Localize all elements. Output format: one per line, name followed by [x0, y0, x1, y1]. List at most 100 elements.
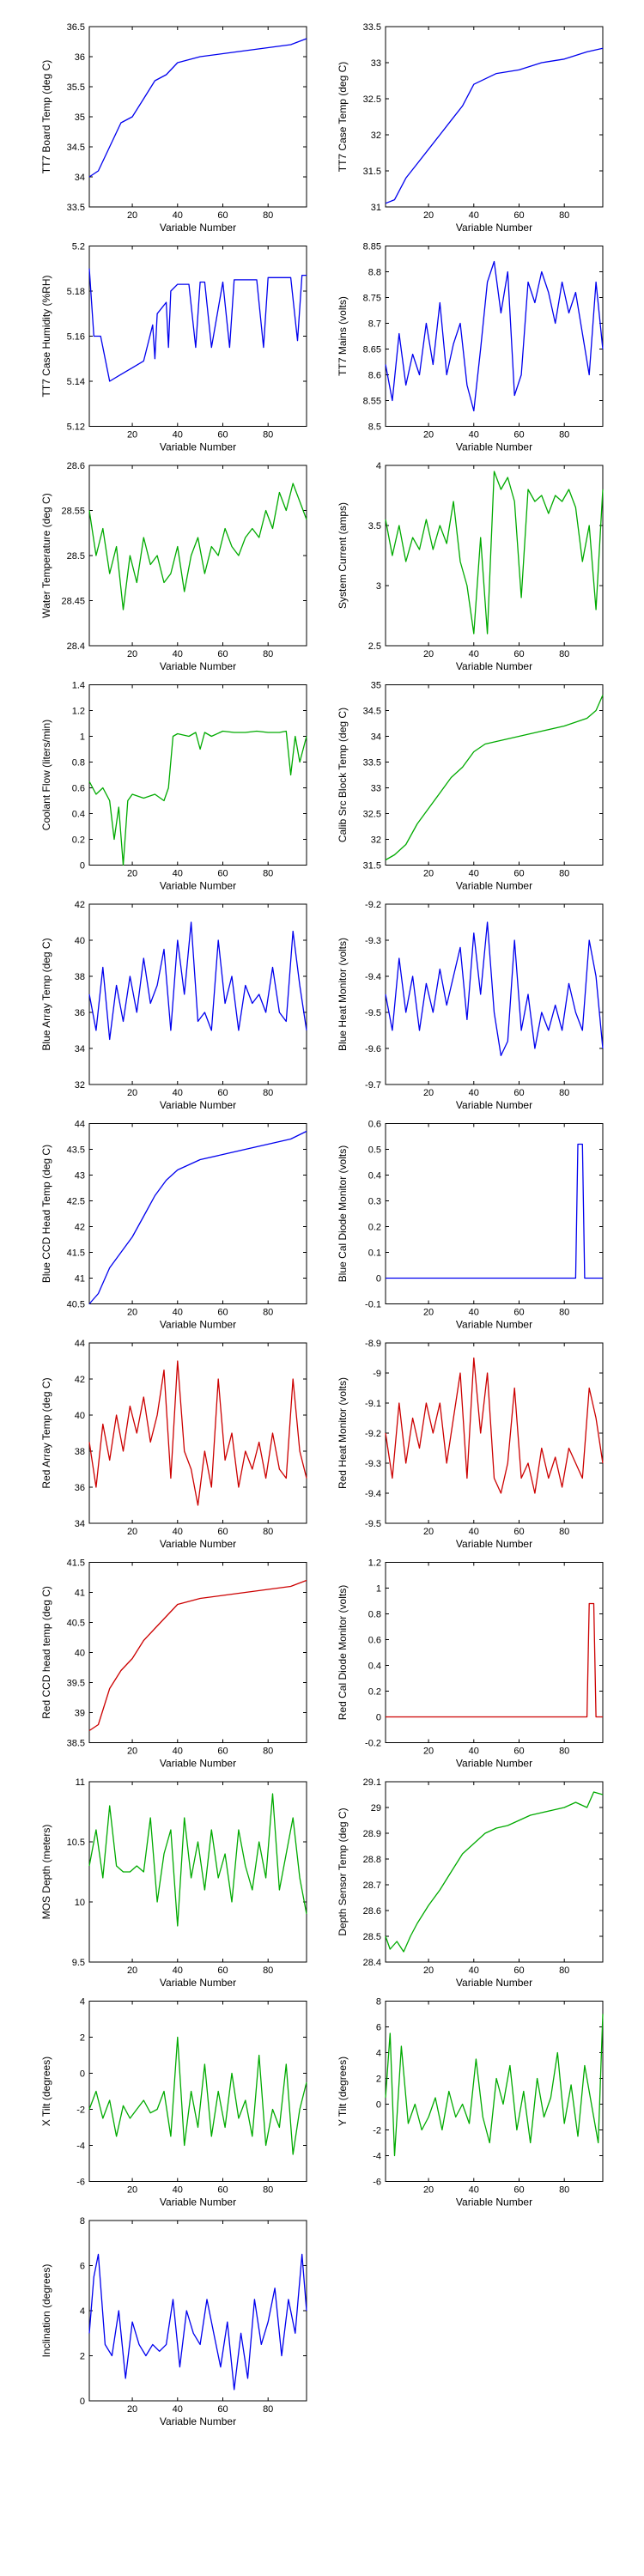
x-axis-label: Variable Number: [160, 1977, 236, 1989]
y-tick-label: 34: [75, 173, 85, 183]
y-tick-label: 38.5: [67, 1739, 85, 1749]
x-tick-label: 40: [469, 649, 479, 659]
x-tick-label: 20: [127, 1088, 137, 1098]
x-tick-label: 20: [423, 2185, 434, 2196]
x-tick-label: 20: [423, 210, 434, 221]
axes-box: [385, 684, 604, 866]
axes-box: [385, 246, 604, 427]
x-tick-label: 80: [559, 649, 569, 659]
x-axis-label: Variable Number: [160, 2415, 236, 2427]
series-line: [88, 921, 307, 1041]
x-axis-label: Variable Number: [160, 2196, 236, 2208]
x-tick-label: 60: [513, 1965, 524, 1976]
y-tick-label: -9.4: [365, 972, 381, 982]
y-tick-label: -2: [373, 2126, 381, 2136]
axes-box: [385, 903, 604, 1085]
y-tick-label: -9.1: [365, 1399, 381, 1409]
y-tick-label: 0.4: [368, 1171, 381, 1182]
x-tick-label: 40: [173, 2185, 183, 2196]
axes-box: [88, 1123, 307, 1304]
x-axis-label: Variable Number: [160, 222, 236, 234]
x-tick-label: 60: [217, 869, 228, 879]
y-tick-label: 41: [75, 1589, 85, 1599]
series-line: [385, 260, 604, 412]
y-tick-label: 42: [75, 1375, 85, 1385]
x-tick-label: 80: [263, 2404, 273, 2415]
x-tick-label: 80: [559, 1308, 569, 1318]
y-tick-label: 2: [80, 2033, 85, 2044]
y-tick-label: 32: [371, 131, 381, 141]
x-tick-label: 40: [173, 1965, 183, 1976]
x-tick-label: 40: [173, 430, 183, 440]
series-line: [88, 2253, 307, 2391]
x-axis-label: Variable Number: [456, 660, 532, 672]
subplot: 20 40 60 80 0 0.2 0.4 0.6 0.8 1 1.2 1.4 Variable Num…: [40, 681, 307, 892]
x-tick-label: 60: [217, 430, 228, 440]
x-tick-label: 40: [469, 1308, 479, 1318]
x-tick-label: 20: [423, 649, 434, 659]
x-tick-label: 40: [469, 1527, 479, 1537]
y-tick-label: -2: [76, 2105, 85, 2116]
x-axis-label: Variable Number: [160, 1319, 236, 1331]
subplot: 20 40 60 80 -9.7 -9.6 -9.5 -9.4 -9.3 -9.2 Variable…: [337, 900, 604, 1111]
y-tick-label: 8.85: [363, 242, 381, 252]
y-tick-label: 41.5: [67, 1249, 85, 1259]
y-tick-label: 10.5: [67, 1838, 85, 1848]
series-line: [385, 921, 604, 1057]
y-tick-label: 0.2: [368, 1223, 381, 1233]
x-tick-label: 60: [217, 210, 228, 221]
y-axis-label: Blue Heat Monitor (volts): [337, 938, 349, 1051]
y-tick-label: 38: [75, 1447, 85, 1457]
x-axis-label: Variable Number: [456, 1099, 532, 1111]
subplot: 20 40 60 80 32 34 36 38 40 42 Variable Number Blue …: [40, 900, 307, 1111]
y-tick-label: -9: [373, 1369, 381, 1379]
x-axis-label: Variable Number: [456, 222, 532, 234]
x-tick-label: 60: [513, 2185, 524, 2196]
x-tick-label: 20: [127, 649, 137, 659]
y-tick-label: 4: [376, 2049, 381, 2059]
y-tick-label: 1.2: [72, 707, 85, 717]
axes-box: [88, 26, 307, 208]
y-tick-label: -9.2: [365, 900, 381, 910]
y-tick-label: 28.4: [67, 641, 85, 652]
series-line: [386, 1143, 603, 1279]
subplot: 20 40 60 80 31.5 32 32.5 33 33.5 34 34.5 35 Variable…: [337, 681, 604, 892]
x-tick-label: 60: [217, 1747, 228, 1757]
x-tick-label: 80: [263, 649, 273, 659]
y-tick-label: 33: [371, 784, 381, 794]
subplot: 20 40 60 80 0 2 4 6 8 Variable Number Inclination …: [40, 2216, 307, 2427]
y-tick-label: 32.5: [363, 94, 381, 105]
y-axis-label: Blue CCD Head Temp (deg C): [40, 1145, 52, 1283]
x-axis-label: Variable Number: [160, 880, 236, 892]
x-axis-label: Variable Number: [160, 441, 236, 453]
x-axis-label: Variable Number: [160, 1538, 236, 1550]
y-axis-label: Inclination (degrees): [40, 2264, 52, 2358]
y-axis-label: Red Cal Diode Monitor (volts): [337, 1585, 349, 1720]
y-tick-label: 31.5: [363, 167, 381, 177]
x-tick-label: 40: [469, 2185, 479, 2196]
axes-box: [385, 465, 604, 647]
y-tick-label: -9.4: [365, 1489, 381, 1499]
x-tick-label: 20: [127, 2185, 137, 2196]
y-tick-label: 44: [75, 1120, 85, 1130]
x-tick-label: 60: [217, 1308, 228, 1318]
y-axis-label: TT7 Board Temp (deg C): [40, 60, 52, 174]
y-tick-label: 28.6: [363, 1906, 381, 1917]
subplot: 20 40 60 80 28.4 28.45 28.5 28.55 28.6 Variable N…: [40, 461, 307, 672]
y-tick-label: 34: [371, 732, 381, 743]
subplot: 20 40 60 80 9.5 10 10.5 11 Variable Number MOS De…: [40, 1777, 307, 1989]
subplot: 20 40 60 80 34 36 38 40 42 44 Variable Number Red A…: [40, 1339, 307, 1550]
y-tick-label: 43: [75, 1171, 85, 1182]
series-line: [385, 2014, 604, 2157]
y-tick-label: 42: [75, 900, 85, 910]
y-tick-label: 40: [75, 1411, 85, 1421]
x-tick-label: 80: [559, 430, 569, 440]
y-tick-label: 1.4: [72, 681, 85, 691]
y-tick-label: 28.6: [67, 461, 85, 471]
y-tick-label: 3: [376, 581, 381, 592]
x-tick-label: 40: [173, 1527, 183, 1537]
y-tick-label: 34.5: [363, 707, 381, 717]
y-tick-label: -4: [373, 2152, 381, 2162]
y-tick-label: 1.2: [368, 1558, 381, 1569]
y-tick-label: 34: [75, 1044, 85, 1054]
